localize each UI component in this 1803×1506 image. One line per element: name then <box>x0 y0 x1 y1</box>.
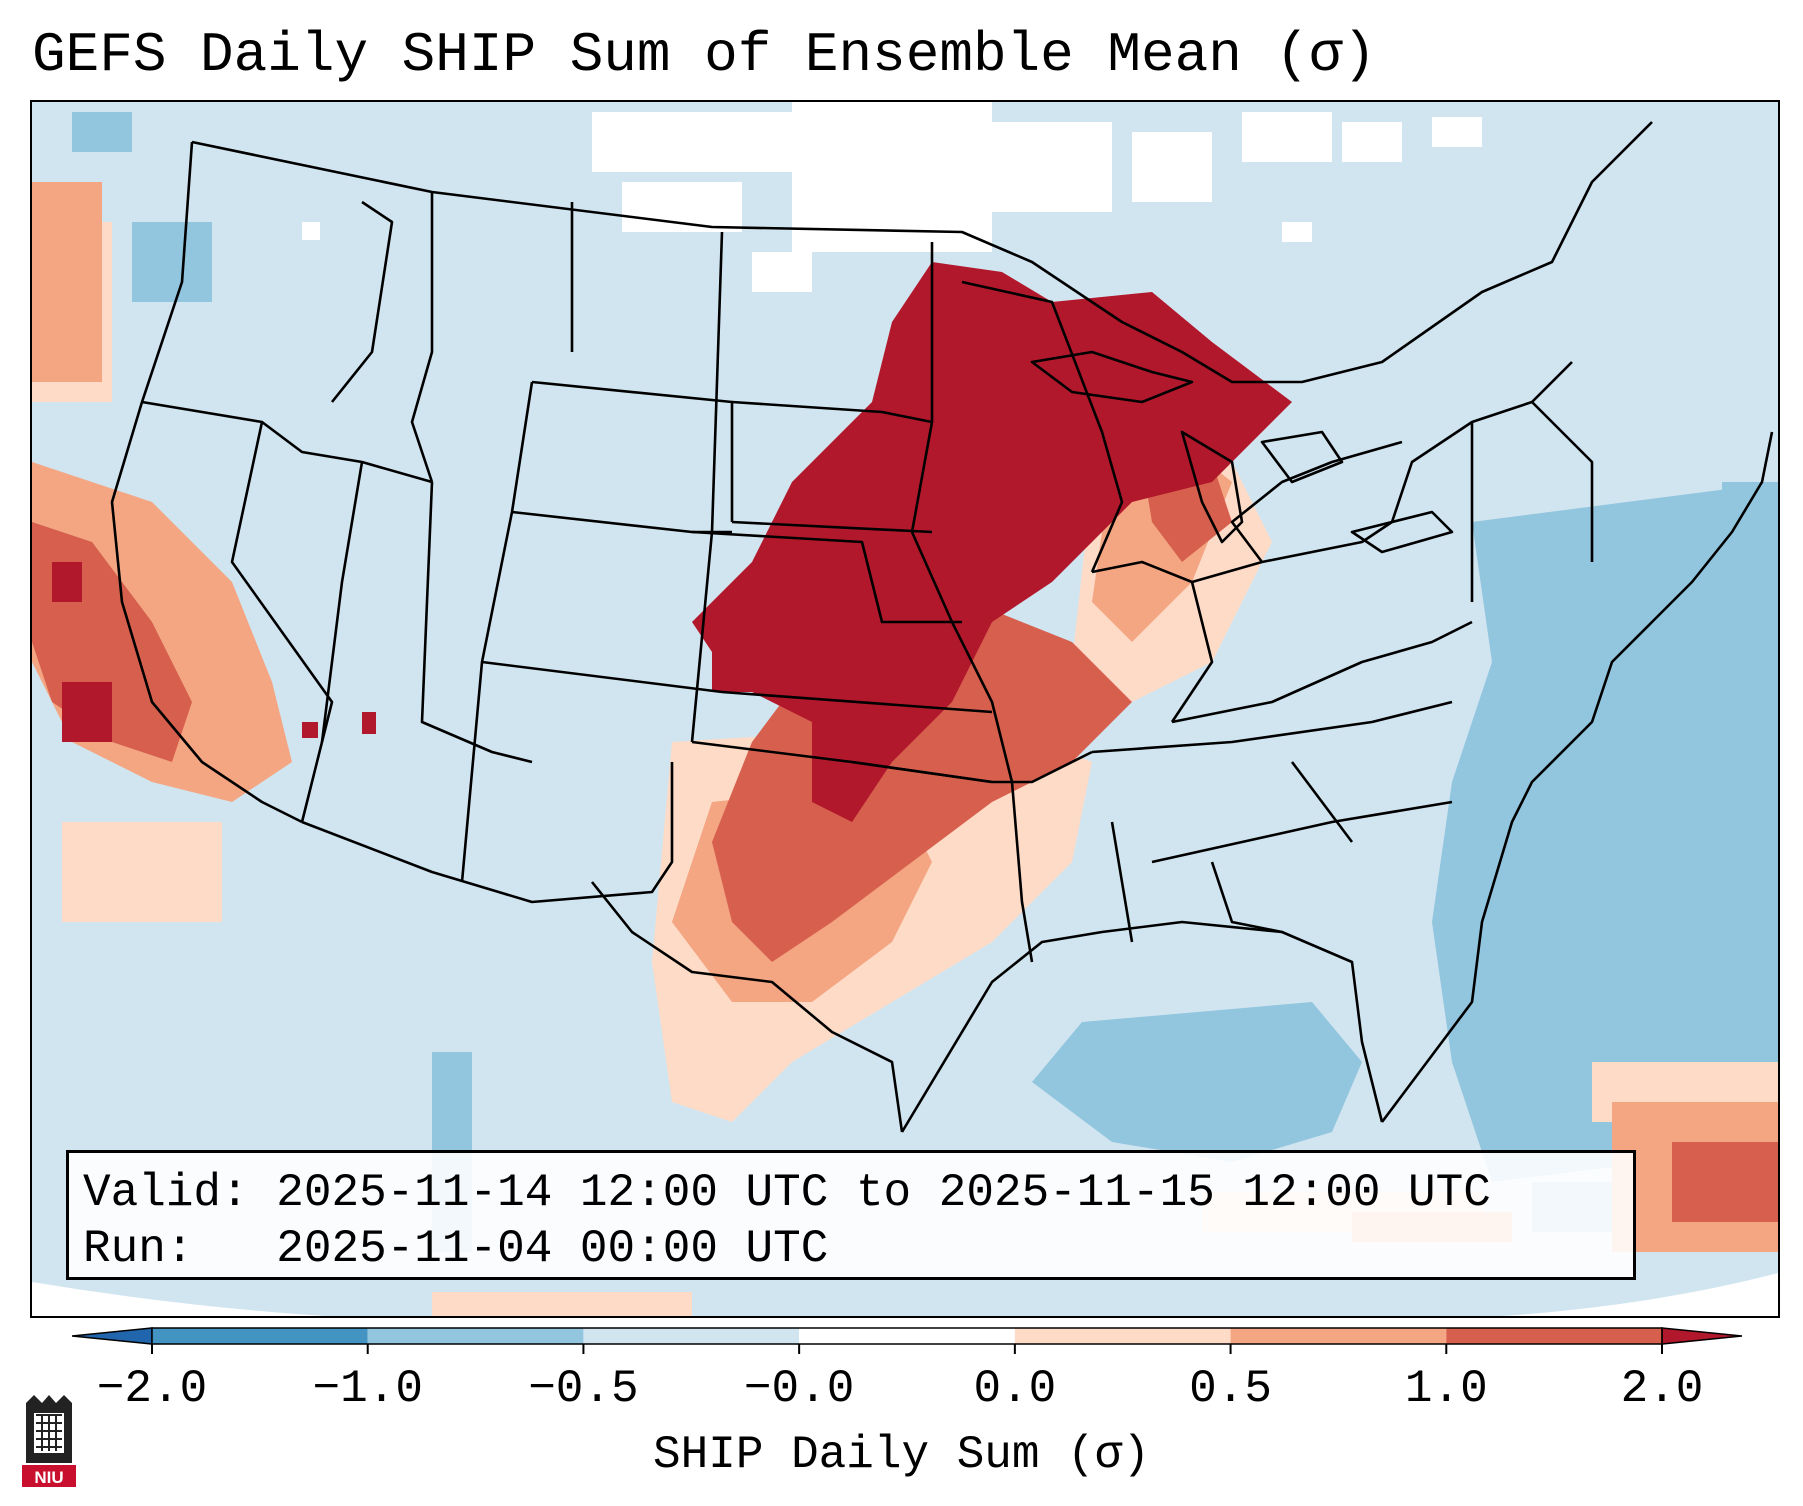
valid-row: Valid: 2025-11-14 12:00 UTC to 2025-11-1… <box>83 1165 1633 1221</box>
colorbar-tick-label: 0.5 <box>1189 1363 1272 1415</box>
niu-logo: NIU <box>22 1395 76 1487</box>
colorbar-extend-min <box>72 1327 153 1345</box>
run-value: 2025-11-04 00:00 UTC <box>276 1223 829 1275</box>
colorbar-outline <box>151 1327 1663 1345</box>
colorbar-tick-label: −2.0 <box>96 1363 208 1415</box>
valid-label: Valid: <box>83 1167 249 1219</box>
colorbar-tick-label: −0.0 <box>743 1363 855 1415</box>
boundary-lines <box>110 121 1774 1133</box>
colorbar-segment <box>583 1328 800 1344</box>
colorbar-tick-label: 0.0 <box>973 1363 1057 1415</box>
outside-domain-right <box>1503 1273 1778 1316</box>
anomaly-map <box>32 102 1778 1316</box>
outside-domain-left <box>32 1282 325 1316</box>
colorbar-tick-label: −1.0 <box>312 1363 423 1415</box>
colorbar-segment <box>367 1328 584 1344</box>
logo-text: NIU <box>34 1468 63 1487</box>
colorbar-segment <box>152 1328 368 1344</box>
colorbar-title: SHIP Daily Sum (σ) <box>653 1429 1150 1481</box>
run-label: Run: <box>83 1223 194 1275</box>
valid-value: 2025-11-14 12:00 UTC to 2025-11-15 12:00… <box>276 1167 1491 1219</box>
colorbar-segment <box>1230 1328 1447 1344</box>
colorbar-tick-label: 1.0 <box>1404 1363 1488 1415</box>
colorbar-segment <box>1446 1328 1662 1344</box>
validity-info-box: Valid: 2025-11-14 12:00 UTC to 2025-11-1… <box>66 1150 1636 1280</box>
chart-title: GEFS Daily SHIP Sum of Ensemble Mean (σ) <box>32 23 1377 87</box>
colorbar-segment <box>799 1328 1015 1344</box>
colorbar-segment <box>1014 1328 1231 1344</box>
near-zero-region <box>302 102 1482 292</box>
run-row: Run: 2025-11-04 00:00 UTC <box>83 1221 1633 1277</box>
colorbar-tick-label: 2.0 <box>1620 1363 1704 1415</box>
colorbar-extend-max <box>1661 1327 1742 1345</box>
colorbar-ticks <box>151 1344 1663 1354</box>
colorbar <box>72 1327 1742 1354</box>
map-panel <box>30 100 1780 1318</box>
colorbar-tick-label: −0.5 <box>528 1363 639 1415</box>
colorbar-segments <box>72 1327 1742 1345</box>
